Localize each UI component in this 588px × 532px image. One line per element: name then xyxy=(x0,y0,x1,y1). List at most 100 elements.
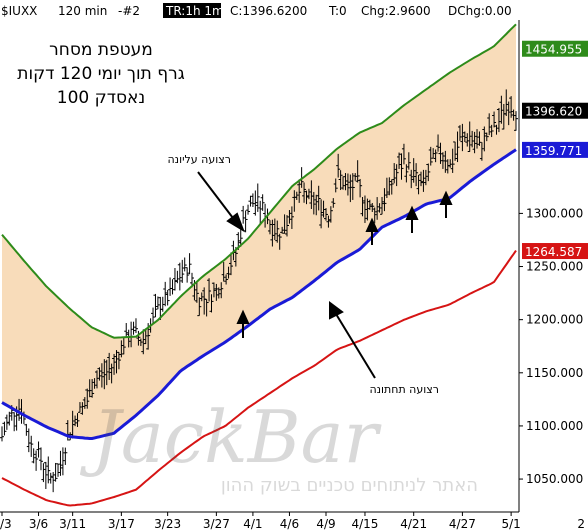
price-bar xyxy=(211,282,216,298)
price-bar xyxy=(121,337,126,355)
price-bar xyxy=(116,351,121,370)
price-bar xyxy=(384,177,389,199)
price-bar xyxy=(436,134,441,152)
price-bar xyxy=(112,353,117,375)
header-dchg: DChg:0.00 xyxy=(448,4,512,18)
price-bar xyxy=(238,228,243,247)
price-bar xyxy=(401,143,406,165)
price-bar xyxy=(92,378,97,389)
price-bar xyxy=(489,124,494,138)
price-bar xyxy=(494,124,499,135)
price-bar xyxy=(338,170,343,191)
price-bar xyxy=(87,379,92,398)
price-tag: 1454.955 xyxy=(522,40,588,57)
price-bar xyxy=(353,173,358,181)
price-bar xyxy=(73,415,78,427)
upper-band-line xyxy=(1,23,517,339)
price-bar xyxy=(219,282,224,299)
date-tick-label: 4/9 xyxy=(316,517,335,531)
price-bar xyxy=(248,195,253,207)
price-tick-label: 1100.000 xyxy=(526,419,583,433)
date-axis-overflow: 2 xyxy=(577,517,585,531)
price-bar xyxy=(151,307,156,324)
price-bar xyxy=(448,159,453,168)
title-line-2: גרף תוך יומי 120 דקות xyxy=(17,64,184,84)
header-close: C:1396.6200 xyxy=(230,4,307,18)
price-bar xyxy=(399,153,404,180)
date-tick-label: 3/11 xyxy=(59,517,86,531)
price-bar xyxy=(24,423,29,436)
price-bar xyxy=(362,195,367,223)
price-bar xyxy=(382,188,387,212)
header-bar: $IUXX 120 min -#2 TR:1h 1m C:1396.6200 T… xyxy=(0,0,588,20)
price-bar xyxy=(119,340,124,358)
price-bar xyxy=(443,150,448,173)
price-bar xyxy=(267,220,272,235)
price-bar xyxy=(197,297,202,317)
svg-text:1359.771: 1359.771 xyxy=(525,144,582,158)
price-bar xyxy=(168,277,173,296)
header-symbol: $IUXX xyxy=(1,4,37,18)
header-interval: 120 min xyxy=(58,4,107,18)
chart-title: מעטפת מסחר גרף תוך יומי 120 דקות נאסדק 1… xyxy=(17,40,184,108)
price-bar xyxy=(331,198,336,208)
price-bar xyxy=(297,179,302,203)
price-bar xyxy=(141,329,146,355)
svg-text:1264.587: 1264.587 xyxy=(525,245,582,259)
date-tick-label: 4/15 xyxy=(351,517,378,531)
header-tr-label: TR:1h 1m xyxy=(165,4,224,18)
title-line-3: נאסדק 100 xyxy=(57,88,145,108)
date-tick-label: 4/6 xyxy=(280,517,299,531)
price-bar xyxy=(360,196,365,217)
price-bar xyxy=(511,109,516,121)
price-bar xyxy=(136,330,141,346)
date-tick-label: 4/27 xyxy=(449,517,476,531)
price-bar xyxy=(275,220,280,243)
price-bar xyxy=(428,146,433,166)
price-bar xyxy=(12,412,17,432)
price-bar xyxy=(51,472,56,493)
price-bar xyxy=(433,149,438,163)
date-axis: 3/3 3/6 3/11 3/17 3/23 3/27 4/1 4/6 4/9 4/15 4/21 4… xyxy=(0,511,585,531)
price-bar xyxy=(31,448,36,464)
price-bar xyxy=(165,289,170,306)
price-bar xyxy=(199,292,204,302)
price-bar xyxy=(250,193,255,207)
price-bar xyxy=(60,447,65,476)
price-bar xyxy=(182,257,187,272)
price-bar xyxy=(56,463,61,477)
price-bar xyxy=(496,107,501,133)
envelope-fill xyxy=(2,24,516,439)
price-bar xyxy=(43,461,48,489)
price-bar xyxy=(260,194,265,211)
price-bar xyxy=(163,281,168,307)
price-tick-label: 1300.000 xyxy=(526,206,583,220)
price-bar xyxy=(387,177,392,196)
price-bar xyxy=(416,174,421,195)
price-bar xyxy=(253,190,258,216)
price-tick-label: 1050.000 xyxy=(526,472,583,486)
price-bar xyxy=(479,142,484,161)
price-bar xyxy=(470,130,475,148)
price-bar xyxy=(460,123,465,152)
price-bar xyxy=(440,152,445,169)
svg-text:1396.620: 1396.620 xyxy=(525,105,582,119)
price-bar xyxy=(224,274,229,285)
header-chg: Chg:2.9600 xyxy=(361,4,431,18)
price-bar xyxy=(414,163,419,187)
price-bar xyxy=(492,111,497,128)
price-bar xyxy=(277,233,282,250)
price-bar xyxy=(280,226,285,234)
price-bar xyxy=(80,402,85,415)
price-bar xyxy=(207,278,212,302)
price-bar xyxy=(418,171,423,187)
price-bar xyxy=(109,363,114,384)
price-bar xyxy=(187,253,192,275)
price-bar xyxy=(7,411,12,426)
price-bar xyxy=(345,173,350,196)
lower-band-annotation: רצועה תחתונה xyxy=(369,383,439,396)
price-bar xyxy=(380,196,385,215)
price-bar xyxy=(472,131,477,154)
price-bar xyxy=(226,266,231,279)
